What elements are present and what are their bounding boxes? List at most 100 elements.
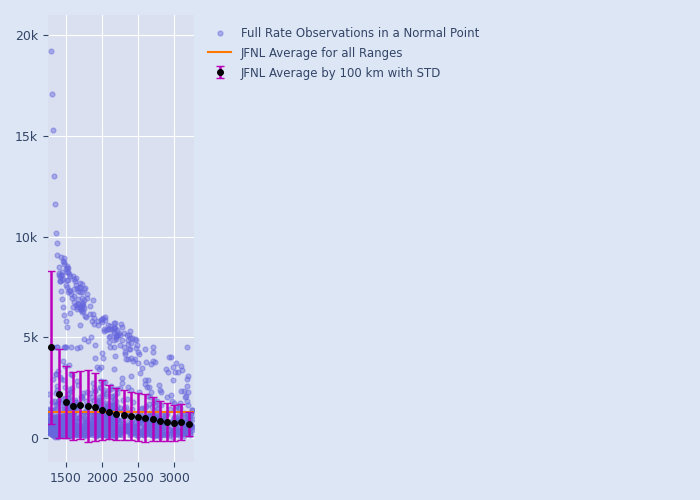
Full Rate Observations in a Normal Point — [79, 418, 90, 426]
Full Rate Observations in a Normal Point — [99, 416, 110, 424]
Full Rate Observations in a Normal Point — [92, 423, 103, 431]
Full Rate Observations in a Normal Point — [48, 422, 60, 430]
Full Rate Observations in a Normal Point — [86, 393, 97, 401]
Full Rate Observations in a Normal Point — [98, 426, 109, 434]
Full Rate Observations in a Normal Point — [183, 401, 194, 409]
Full Rate Observations in a Normal Point — [58, 428, 69, 436]
Full Rate Observations in a Normal Point — [111, 412, 122, 420]
Full Rate Observations in a Normal Point — [104, 422, 116, 430]
Full Rate Observations in a Normal Point — [61, 416, 72, 424]
Full Rate Observations in a Normal Point — [52, 431, 64, 439]
Full Rate Observations in a Normal Point — [47, 429, 58, 437]
Full Rate Observations in a Normal Point — [137, 419, 148, 427]
Full Rate Observations in a Normal Point — [100, 390, 111, 398]
Full Rate Observations in a Normal Point — [46, 398, 57, 406]
Full Rate Observations in a Normal Point — [89, 408, 100, 416]
Full Rate Observations in a Normal Point — [75, 413, 86, 421]
Full Rate Observations in a Normal Point — [66, 428, 77, 436]
Full Rate Observations in a Normal Point — [179, 424, 190, 432]
Full Rate Observations in a Normal Point — [63, 422, 74, 430]
Full Rate Observations in a Normal Point — [132, 426, 144, 434]
Full Rate Observations in a Normal Point — [98, 418, 109, 426]
Full Rate Observations in a Normal Point — [66, 408, 78, 416]
Full Rate Observations in a Normal Point — [81, 418, 92, 426]
Full Rate Observations in a Normal Point — [180, 393, 191, 401]
Full Rate Observations in a Normal Point — [149, 430, 160, 438]
Full Rate Observations in a Normal Point — [62, 423, 74, 431]
Full Rate Observations in a Normal Point — [46, 430, 57, 438]
Full Rate Observations in a Normal Point — [75, 430, 86, 438]
Full Rate Observations in a Normal Point — [112, 416, 123, 424]
Full Rate Observations in a Normal Point — [90, 408, 101, 416]
Full Rate Observations in a Normal Point — [46, 428, 57, 436]
Full Rate Observations in a Normal Point — [62, 416, 74, 424]
Full Rate Observations in a Normal Point — [61, 283, 72, 291]
Full Rate Observations in a Normal Point — [78, 426, 90, 434]
Full Rate Observations in a Normal Point — [88, 423, 99, 431]
Full Rate Observations in a Normal Point — [151, 412, 162, 420]
Full Rate Observations in a Normal Point — [57, 420, 68, 428]
Full Rate Observations in a Normal Point — [116, 323, 127, 331]
Full Rate Observations in a Normal Point — [78, 424, 89, 432]
Full Rate Observations in a Normal Point — [67, 294, 78, 302]
Full Rate Observations in a Normal Point — [173, 426, 184, 434]
Full Rate Observations in a Normal Point — [107, 429, 118, 437]
Full Rate Observations in a Normal Point — [126, 419, 137, 427]
Full Rate Observations in a Normal Point — [62, 394, 74, 402]
Full Rate Observations in a Normal Point — [161, 431, 172, 439]
Full Rate Observations in a Normal Point — [111, 406, 122, 414]
Full Rate Observations in a Normal Point — [168, 428, 179, 436]
Full Rate Observations in a Normal Point — [152, 426, 163, 434]
Full Rate Observations in a Normal Point — [60, 432, 71, 440]
Full Rate Observations in a Normal Point — [152, 416, 163, 424]
Full Rate Observations in a Normal Point — [47, 414, 58, 422]
Full Rate Observations in a Normal Point — [108, 327, 120, 335]
Full Rate Observations in a Normal Point — [62, 288, 74, 296]
Full Rate Observations in a Normal Point — [103, 424, 114, 432]
Full Rate Observations in a Normal Point — [125, 334, 136, 342]
Full Rate Observations in a Normal Point — [53, 415, 64, 423]
Full Rate Observations in a Normal Point — [178, 416, 190, 424]
Full Rate Observations in a Normal Point — [58, 416, 69, 424]
Full Rate Observations in a Normal Point — [48, 416, 59, 424]
Full Rate Observations in a Normal Point — [55, 426, 66, 434]
Full Rate Observations in a Normal Point — [74, 284, 85, 292]
Full Rate Observations in a Normal Point — [181, 417, 192, 425]
Full Rate Observations in a Normal Point — [69, 424, 80, 432]
Full Rate Observations in a Normal Point — [147, 415, 158, 423]
Full Rate Observations in a Normal Point — [106, 420, 117, 428]
Full Rate Observations in a Normal Point — [67, 424, 78, 432]
Full Rate Observations in a Normal Point — [88, 410, 99, 418]
Full Rate Observations in a Normal Point — [67, 414, 78, 422]
Full Rate Observations in a Normal Point — [60, 413, 71, 421]
Full Rate Observations in a Normal Point — [133, 432, 144, 440]
Full Rate Observations in a Normal Point — [52, 419, 63, 427]
Full Rate Observations in a Normal Point — [63, 432, 74, 440]
Full Rate Observations in a Normal Point — [151, 418, 162, 426]
Full Rate Observations in a Normal Point — [85, 426, 96, 434]
Full Rate Observations in a Normal Point — [116, 416, 127, 424]
Full Rate Observations in a Normal Point — [164, 432, 175, 440]
Full Rate Observations in a Normal Point — [80, 431, 91, 439]
Full Rate Observations in a Normal Point — [135, 414, 146, 422]
Full Rate Observations in a Normal Point — [74, 284, 85, 292]
Full Rate Observations in a Normal Point — [69, 429, 80, 437]
Full Rate Observations in a Normal Point — [151, 424, 162, 432]
Full Rate Observations in a Normal Point — [148, 416, 159, 424]
Full Rate Observations in a Normal Point — [138, 415, 149, 423]
Full Rate Observations in a Normal Point — [50, 424, 61, 432]
Full Rate Observations in a Normal Point — [114, 342, 125, 349]
Full Rate Observations in a Normal Point — [181, 426, 193, 434]
Full Rate Observations in a Normal Point — [91, 426, 102, 434]
Full Rate Observations in a Normal Point — [54, 419, 65, 427]
Full Rate Observations in a Normal Point — [92, 424, 104, 432]
Full Rate Observations in a Normal Point — [59, 422, 70, 430]
Full Rate Observations in a Normal Point — [144, 428, 155, 436]
Full Rate Observations in a Normal Point — [107, 424, 118, 432]
Full Rate Observations in a Normal Point — [62, 324, 73, 332]
Full Rate Observations in a Normal Point — [62, 420, 73, 428]
Full Rate Observations in a Normal Point — [108, 324, 119, 332]
Full Rate Observations in a Normal Point — [77, 424, 88, 432]
Full Rate Observations in a Normal Point — [71, 300, 82, 308]
Full Rate Observations in a Normal Point — [150, 431, 161, 439]
